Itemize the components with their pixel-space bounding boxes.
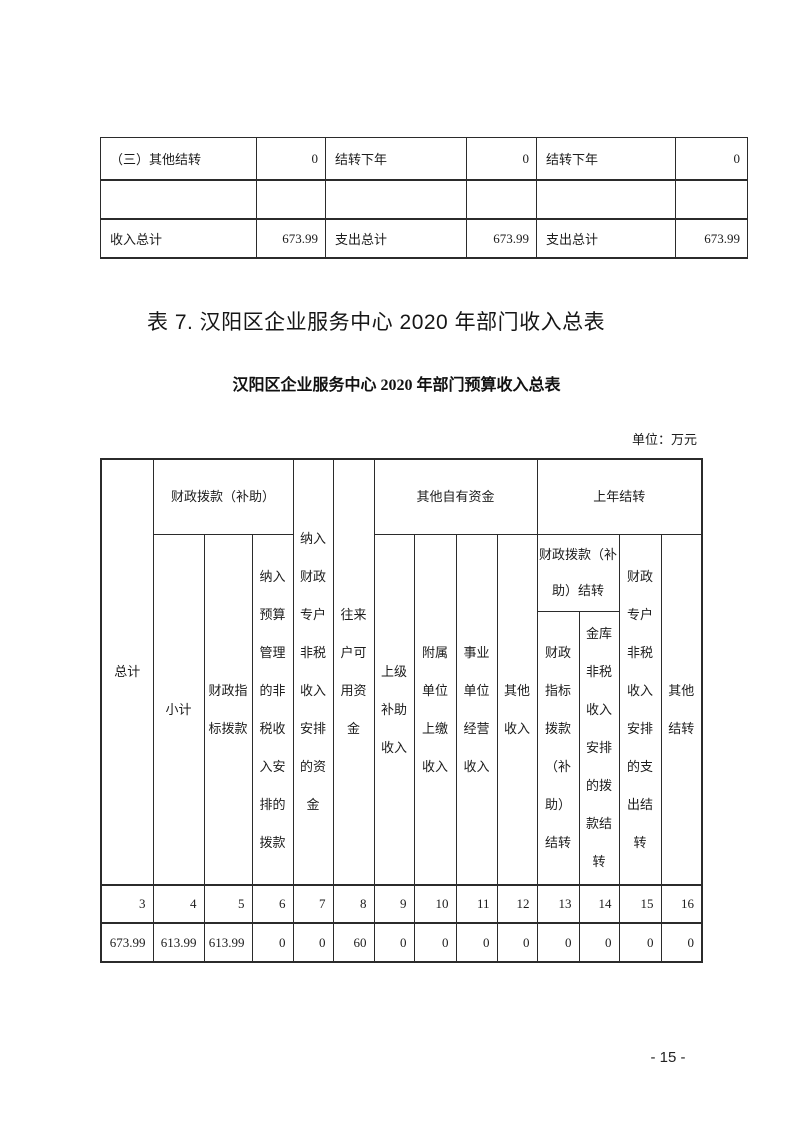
value-cell-business-operating: 0 (455, 922, 498, 963)
value-cell-other-income: 0 (496, 922, 538, 963)
col-header-budget-nontax-appropriation: 纳入 预算 管理 的非 税收 入安 排的 拨款 (251, 534, 294, 886)
page-number: - 15 - (650, 1049, 686, 1066)
empty-cell (100, 179, 257, 220)
empty-cell (675, 179, 748, 220)
group-header-fiscal-appropriation-carryover: 财政拨款（补 助）结转 (536, 534, 620, 612)
column-number-cell: 14 (578, 884, 620, 924)
column-number-cell: 16 (660, 884, 703, 924)
col-header-current-account-funds: 往来 户可 用资 金 (332, 458, 375, 886)
value-cell-affiliated-remit: 0 (413, 922, 457, 963)
column-number-cell: 11 (455, 884, 498, 924)
value-cell-current-account: 60 (332, 922, 375, 963)
value-cell-budget-nontax: 0 (251, 922, 294, 963)
value-cell: 673.99 (675, 218, 748, 259)
empty-cell (256, 179, 326, 220)
col-header-superior-subsidy-income: 上级 补助 收入 (373, 534, 415, 886)
group-header-prev-year-carryover: 上年结转 (536, 458, 703, 535)
data-value-row: 673.99 613.99 613.99 0 0 60 0 0 0 0 0 0 … (100, 922, 703, 963)
column-number-cell: 9 (373, 884, 415, 924)
col-header-affiliated-unit-remit-income: 附属 单位 上缴 收入 (413, 534, 457, 886)
column-number-cell: 4 (152, 884, 205, 924)
col-header-total: 总计 (100, 458, 154, 886)
summary-table: （三）其他结转 0 结转下年 0 结转下年 0 收入总计 673.99 支出总计… (100, 137, 748, 259)
value-cell-subtotal: 613.99 (152, 922, 205, 963)
empty-cell (466, 179, 537, 220)
value-cell: 673.99 (466, 218, 537, 259)
value-cell: 673.99 (256, 218, 326, 259)
table-title: 汉阳区企业服务中心 2020 年部门预算收入总表 (232, 377, 561, 394)
col-header-fiscal-index-carryover: 财政 指标 拨款 （补 助） 结转 (536, 611, 580, 886)
row-label-expense-total: 支出总计 (325, 218, 467, 259)
col-header-subtotal: 小计 (152, 534, 205, 886)
column-number-cell: 7 (292, 884, 334, 924)
value-cell-fiscal-index: 613.99 (203, 922, 253, 963)
value-cell: 0 (256, 137, 326, 181)
column-number-cell: 13 (536, 884, 580, 924)
value-cell-fiscal-index-carryover: 0 (536, 922, 580, 963)
column-number-cell: 5 (203, 884, 253, 924)
col-header-fiscal-index-appropriation: 财政指 标拨款 (203, 534, 253, 886)
empty-cell (536, 179, 676, 220)
col-header-business-operating-income: 事业 单位 经营 收入 (455, 534, 498, 886)
section-heading: 表 7. 汉阳区企业服务中心 2020 年部门收入总表 (147, 311, 606, 334)
value-cell-total: 673.99 (100, 922, 154, 963)
column-number-cell: 15 (618, 884, 662, 924)
col-header-fiscal-account-nontax-expense-carryover: 财政 专户 非税 收入 安排 的支 出结 转 (618, 534, 662, 886)
group-header-fiscal-appropriation: 财政拨款（补助） (152, 458, 294, 535)
table-row: （三）其他结转 0 结转下年 0 结转下年 0 (100, 137, 748, 181)
group-header-row: 总计 财政拨款（补助） 纳入 财政 专户 非税 收入 安排 的资 金 往来 户可… (100, 458, 703, 886)
row-label-carryover-next-year: 结转下年 (325, 137, 467, 181)
column-number-cell: 8 (332, 884, 375, 924)
col-header-other-income: 其他 收入 (496, 534, 538, 886)
column-number-row: 3 4 5 6 7 8 9 10 11 12 13 14 15 16 (100, 884, 703, 924)
empty-cell (325, 179, 467, 220)
unit-label: 单位：万元 (631, 432, 697, 447)
value-cell-superior-subsidy: 0 (373, 922, 415, 963)
value-cell-other-carryover: 0 (660, 922, 703, 963)
row-label-income-total: 收入总计 (100, 218, 257, 259)
group-header-other-own-funds: 其他自有资金 (373, 458, 538, 535)
value-cell: 0 (466, 137, 537, 181)
column-number-cell: 12 (496, 884, 538, 924)
col-header-treasury-nontax-carryover: 金库 非税 收入 安排 的拨 款结 转 (578, 611, 620, 886)
row-label-expense-total: 支出总计 (536, 218, 676, 259)
value-cell-treasury-nontax-carryover: 0 (578, 922, 620, 963)
sub-header-row: 小计 财政指 标拨款 纳入 预算 管理 的非 税收 入安 排的 拨款 上级 补助… (101, 534, 703, 886)
row-label-carryover-next-year: 结转下年 (536, 137, 676, 181)
sub-header-row-2: 财政 指标 拨款 （补 助） 结转 金库 非税 收入 安排 的拨 款结 转 (101, 611, 702, 886)
row-label-other-carryover: （三）其他结转 (100, 137, 257, 181)
col-header-other-carryover: 其他 结转 (660, 534, 703, 886)
column-number-cell: 3 (100, 884, 154, 924)
value-cell-account-nontax-carryover: 0 (618, 922, 662, 963)
col-header-fiscal-account-nontax-funds: 纳入 财政 专户 非税 收入 安排 的资 金 (292, 458, 334, 886)
column-number-cell: 10 (413, 884, 457, 924)
value-cell: 0 (675, 137, 748, 181)
column-number-cell: 6 (251, 884, 294, 924)
table-row-totals: 收入总计 673.99 支出总计 673.99 支出总计 673.99 (100, 218, 748, 259)
value-cell-account-nontax: 0 (292, 922, 334, 963)
income-table: 总计 财政拨款（补助） 纳入 财政 专户 非税 收入 安排 的资 金 往来 户可… (100, 458, 704, 963)
table-row-empty (100, 179, 748, 220)
